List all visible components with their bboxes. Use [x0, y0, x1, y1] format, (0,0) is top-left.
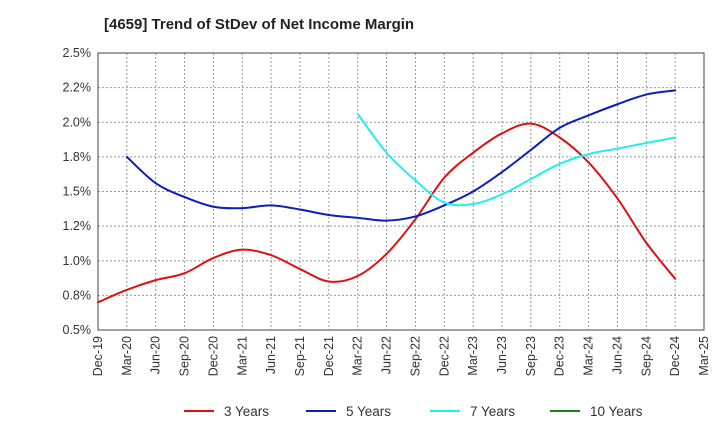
y-tick-label: 1.0%: [63, 254, 92, 268]
plot-border: [97, 52, 705, 331]
x-tick-label: Sep-22: [408, 336, 422, 376]
legend-item: 7 Years: [430, 404, 515, 419]
y-tick-label: 2.0%: [63, 115, 92, 129]
legend-item: 10 Years: [550, 404, 643, 419]
series-line-3-years: [97, 122, 677, 304]
x-tick-label: Jun-22: [380, 336, 394, 374]
legend-item: 5 Years: [306, 404, 391, 419]
x-tick-label: Sep-20: [178, 336, 192, 376]
x-tick-label: Jun-23: [495, 336, 509, 374]
x-tick-label: Dec-21: [322, 336, 336, 376]
legend-label: 3 Years: [224, 404, 269, 419]
y-tick-label: 1.2%: [63, 219, 92, 233]
legend-item: 3 Years: [184, 404, 269, 419]
y-tick-label: 1.8%: [63, 150, 92, 164]
x-tick-label: Dec-20: [206, 336, 220, 376]
x-tick-label: Mar-24: [582, 336, 596, 376]
legend-label: 5 Years: [346, 404, 391, 419]
y-tick-label: 0.5%: [63, 323, 92, 337]
x-tick-label: Dec-23: [553, 336, 567, 376]
y-tick-label: 1.5%: [63, 185, 92, 199]
x-tick-label: Mar-20: [120, 336, 134, 376]
x-tick-label: Mar-22: [351, 336, 365, 376]
x-tick-label: Mar-23: [466, 336, 480, 376]
x-tick-label: Dec-24: [668, 336, 682, 376]
x-tick-label: Sep-23: [524, 336, 538, 376]
legend-label: 7 Years: [470, 404, 515, 419]
y-tick-label: 2.5%: [63, 46, 92, 60]
x-tick-label: Mar-21: [235, 336, 249, 376]
x-tick-label: Jun-24: [610, 336, 624, 374]
x-tick-label: Jun-21: [264, 336, 278, 374]
series-line-5-years: [125, 89, 677, 222]
x-tick-label: Sep-24: [639, 336, 653, 376]
y-tick-label: 0.8%: [63, 288, 92, 302]
legend-label: 10 Years: [590, 404, 643, 419]
x-tick-label: Sep-21: [293, 336, 307, 376]
chart-title: [4659] Trend of StDev of Net Income Marg…: [104, 16, 415, 33]
x-tick-label: Dec-22: [437, 336, 451, 376]
x-tick-label: Dec-19: [91, 336, 105, 376]
y-tick-label: 2.2%: [63, 81, 92, 95]
x-tick-label: Jun-20: [149, 336, 163, 374]
x-tick-label: Mar-25: [697, 336, 711, 376]
series-line-7-years: [356, 112, 677, 207]
